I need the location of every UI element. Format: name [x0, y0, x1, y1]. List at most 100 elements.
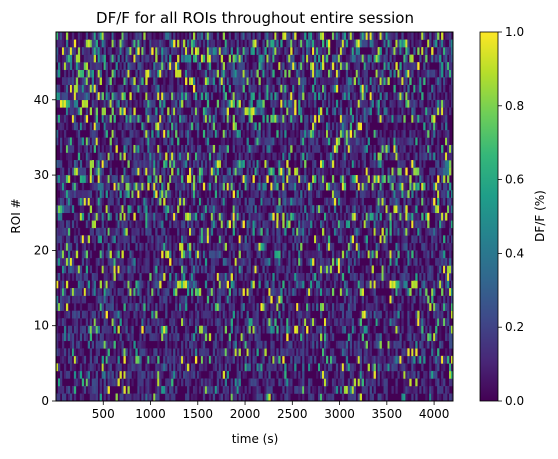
heatmap-cell	[397, 265, 400, 274]
heatmap-cell	[141, 280, 144, 289]
heatmap-cell	[218, 288, 222, 296]
heatmap-cell	[389, 152, 392, 161]
heatmap-cell	[246, 160, 249, 168]
heatmap-cell	[437, 280, 440, 289]
heatmap-cell	[278, 137, 281, 146]
heatmap-cell	[320, 310, 323, 319]
heatmap-cell	[357, 129, 361, 138]
heatmap-cell	[238, 250, 241, 259]
heatmap-cell	[310, 280, 313, 289]
heatmap-cell	[183, 272, 186, 281]
heatmap-cell	[359, 227, 362, 236]
heatmap-cell	[343, 190, 347, 198]
heatmap-cell	[73, 167, 77, 176]
heatmap-cell	[391, 175, 394, 183]
heatmap-cell	[117, 235, 120, 244]
heatmap-cell	[103, 370, 106, 379]
heatmap-cell	[236, 114, 239, 123]
heatmap-cell	[155, 167, 158, 176]
heatmap-cell	[310, 378, 313, 387]
heatmap-cell	[121, 160, 124, 168]
heatmap-cell	[111, 272, 114, 281]
heatmap-cell	[71, 272, 75, 281]
heatmap-cell	[351, 318, 355, 326]
heatmap-cell	[105, 288, 108, 296]
heatmap-cell	[403, 340, 406, 349]
heatmap-cell	[59, 220, 63, 229]
heatmap-cell	[61, 303, 65, 311]
heatmap-cell	[280, 137, 283, 146]
heatmap-cell	[105, 310, 108, 319]
heatmap-cell	[278, 235, 281, 244]
heatmap-cell	[316, 325, 319, 334]
heatmap-cell	[87, 220, 91, 229]
heatmap-cell	[437, 295, 440, 304]
heatmap-cell	[399, 190, 402, 198]
heatmap-cell	[375, 355, 378, 364]
heatmap-cell	[395, 340, 398, 349]
heatmap-cell	[310, 152, 313, 161]
heatmap-cell	[210, 272, 214, 281]
heatmap-cell	[250, 295, 253, 304]
heatmap-cell	[274, 303, 277, 311]
heatmap-cell	[131, 355, 134, 364]
heatmap-cell	[266, 385, 269, 394]
heatmap-cell	[63, 318, 67, 326]
heatmap-cell	[109, 167, 112, 176]
heatmap-cell	[79, 295, 83, 304]
heatmap-cell	[250, 205, 253, 214]
heatmap-cell	[367, 167, 370, 176]
heatmap-cell	[335, 385, 339, 394]
heatmap-cell	[278, 167, 281, 176]
heatmap-cell	[272, 212, 275, 221]
heatmap-cell	[409, 310, 412, 319]
heatmap-cell	[389, 310, 392, 319]
heatmap-cell	[185, 129, 188, 138]
heatmap-cell	[331, 190, 335, 198]
heatmap-cell	[218, 122, 222, 131]
heatmap-cell	[343, 288, 347, 296]
heatmap-cell	[296, 144, 299, 153]
heatmap-cell	[103, 363, 106, 372]
heatmap-cell	[204, 333, 208, 342]
heatmap-cell	[97, 348, 100, 357]
heatmap-cell	[83, 355, 87, 364]
heatmap-cell	[224, 325, 228, 334]
heatmap-cell	[306, 212, 309, 221]
heatmap-cell	[353, 144, 357, 153]
heatmap-cell	[228, 114, 231, 123]
heatmap-cell	[407, 288, 410, 296]
heatmap-cell	[125, 348, 128, 357]
heatmap-cell	[192, 190, 196, 198]
heatmap-cell	[63, 370, 67, 379]
heatmap-cell	[119, 152, 122, 161]
heatmap-cell	[363, 235, 366, 244]
heatmap-cell	[107, 175, 110, 183]
heatmap-cell	[183, 295, 186, 304]
heatmap-cell	[238, 99, 241, 108]
heatmap-cell	[419, 114, 422, 123]
heatmap-cell	[254, 393, 257, 402]
heatmap-cell	[262, 152, 265, 161]
heatmap-cell	[401, 348, 404, 357]
heatmap-cell	[175, 333, 178, 342]
heatmap-cell	[321, 182, 325, 191]
heatmap-cell	[171, 318, 174, 326]
heatmap-cell	[145, 212, 148, 221]
heatmap-cell	[383, 175, 386, 183]
heatmap-cell	[304, 114, 307, 123]
heatmap-cell	[214, 190, 218, 198]
heatmap-cell	[59, 280, 63, 289]
heatmap-cell	[316, 205, 319, 214]
heatmap-cell	[234, 160, 237, 168]
heatmap-cell	[185, 303, 188, 311]
heatmap-cell	[77, 152, 81, 161]
heatmap-cell	[327, 393, 331, 402]
heatmap-cell	[95, 122, 98, 131]
heatmap-cell	[439, 212, 442, 221]
heatmap-cell	[397, 99, 400, 108]
heatmap-cell	[425, 385, 428, 394]
heatmap-cell	[69, 99, 73, 108]
heatmap-cell	[204, 235, 208, 244]
heatmap-cell	[292, 205, 295, 214]
